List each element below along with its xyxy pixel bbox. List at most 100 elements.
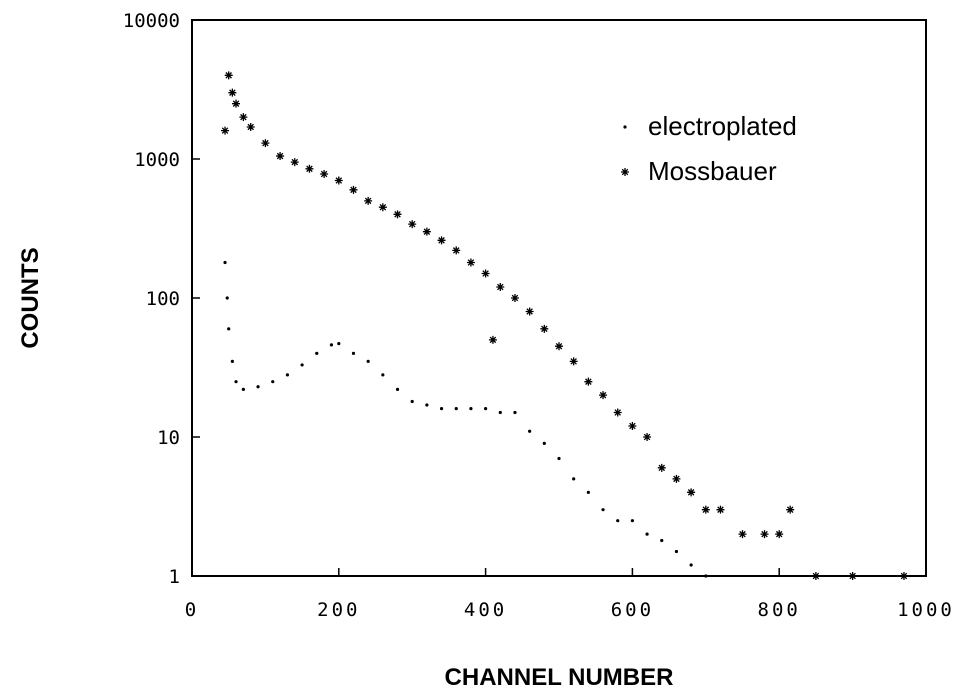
point xyxy=(660,538,664,543)
point xyxy=(381,373,385,377)
point xyxy=(557,456,561,461)
point xyxy=(481,269,490,278)
point xyxy=(320,169,329,178)
x-tick-label: 600 xyxy=(611,599,654,621)
x-tick-label: 400 xyxy=(464,599,507,621)
plot-frame xyxy=(191,19,927,577)
point xyxy=(261,139,270,148)
point xyxy=(555,342,563,351)
point xyxy=(628,421,637,430)
point xyxy=(738,530,747,539)
point xyxy=(616,519,620,523)
point xyxy=(315,351,319,355)
point xyxy=(704,574,708,578)
point xyxy=(437,236,446,245)
point xyxy=(645,532,649,536)
point xyxy=(366,359,370,363)
y-tick-label: 10 xyxy=(157,427,180,449)
point xyxy=(643,433,652,441)
point xyxy=(228,88,237,97)
point xyxy=(349,185,358,194)
point xyxy=(241,387,245,392)
point xyxy=(439,407,444,411)
point xyxy=(899,572,908,580)
x-tick-label: 800 xyxy=(758,599,801,621)
point xyxy=(540,324,549,333)
point xyxy=(300,363,304,367)
point xyxy=(276,152,285,161)
point xyxy=(271,380,275,384)
point xyxy=(425,403,429,407)
point xyxy=(305,164,314,173)
point xyxy=(572,477,576,481)
legend-marker xyxy=(621,168,629,176)
point xyxy=(760,530,769,539)
point xyxy=(221,126,230,135)
point xyxy=(378,203,387,212)
point xyxy=(569,357,578,366)
point xyxy=(674,549,679,554)
point xyxy=(227,327,231,331)
point xyxy=(225,296,229,300)
point xyxy=(630,519,635,523)
point xyxy=(364,196,373,205)
x-tick-label: 0 xyxy=(185,599,199,621)
point xyxy=(256,385,260,389)
point xyxy=(337,341,341,346)
point xyxy=(701,505,710,514)
point xyxy=(496,282,505,291)
y-tick-label: 100 xyxy=(146,288,180,310)
y-tick-label: 10000 xyxy=(123,10,180,32)
y-axis-label: COUNTS xyxy=(17,247,44,348)
point xyxy=(224,71,233,80)
point xyxy=(599,391,608,400)
point xyxy=(454,407,458,411)
point xyxy=(657,463,666,472)
point xyxy=(687,488,696,497)
point xyxy=(393,210,402,219)
x-tick-label: 1000 xyxy=(897,599,955,621)
point xyxy=(232,99,241,108)
point xyxy=(230,359,234,363)
point xyxy=(422,227,431,236)
legend-label: Mossbauer xyxy=(648,156,777,186)
point xyxy=(484,407,488,411)
point xyxy=(410,399,414,404)
point xyxy=(775,530,784,539)
point xyxy=(848,572,857,580)
point xyxy=(584,377,593,386)
point xyxy=(234,380,238,384)
point xyxy=(239,113,248,122)
point xyxy=(513,410,517,415)
point xyxy=(586,490,590,494)
y-tick-label: 1 xyxy=(169,566,180,588)
point xyxy=(811,572,820,580)
point xyxy=(452,246,461,255)
point xyxy=(290,158,299,167)
point xyxy=(672,474,681,483)
point xyxy=(223,260,227,265)
legend-marker xyxy=(623,125,627,129)
point xyxy=(510,294,519,302)
point xyxy=(395,387,400,392)
point xyxy=(329,343,334,347)
point xyxy=(469,407,473,411)
x-tick-label: 200 xyxy=(317,599,360,621)
point xyxy=(351,351,356,355)
point xyxy=(246,122,255,131)
y-tick-label: 1000 xyxy=(134,149,180,171)
point xyxy=(488,335,497,344)
point xyxy=(408,220,417,229)
legend-label: electroplated xyxy=(648,111,797,141)
point xyxy=(334,176,343,185)
point xyxy=(525,307,534,316)
point xyxy=(285,373,290,377)
point xyxy=(542,441,546,445)
point xyxy=(689,563,693,567)
point xyxy=(613,408,622,417)
point xyxy=(498,410,502,415)
point xyxy=(716,505,725,514)
x-axis-label: CHANNEL NUMBER xyxy=(445,664,674,691)
point xyxy=(466,258,475,267)
